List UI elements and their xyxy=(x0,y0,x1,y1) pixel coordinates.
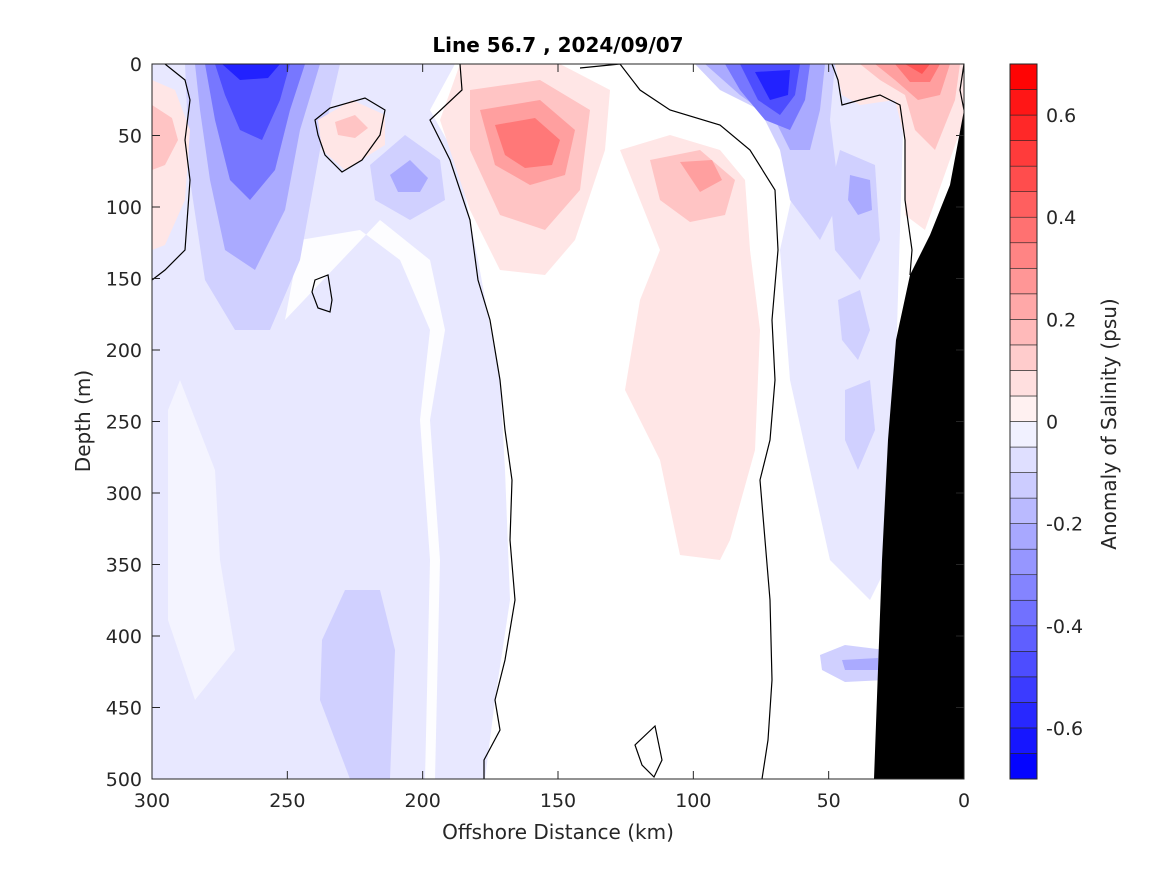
colorbar-tick-label: -0.4 xyxy=(1046,616,1083,638)
x-tick-label: 100 xyxy=(675,790,711,812)
neg-core-72-l5 xyxy=(755,70,790,100)
colorbar-segment xyxy=(1009,63,1038,90)
x-tick-label: 200 xyxy=(405,790,441,812)
zero-contour-loop-226km xyxy=(314,97,386,173)
x-axis: 300 250 200 150 100 50 0 xyxy=(134,64,970,812)
pos-near-15-l4 xyxy=(895,64,940,82)
y-tick-label: 0 xyxy=(130,54,142,76)
zero-contour-loop-240km xyxy=(311,274,333,313)
colorbar-segment xyxy=(1009,446,1038,473)
y-axis: 0 50 100 150 200 250 300 350 400 450 500 xyxy=(106,54,964,791)
colorbar-segment xyxy=(1009,242,1038,269)
x-tick-label: 0 xyxy=(958,790,970,812)
neg-core-262-l5 xyxy=(222,64,280,80)
zero-contours xyxy=(152,64,964,779)
zero-region-deep-left xyxy=(168,380,235,700)
colorbar-segment xyxy=(1009,753,1038,780)
colorbar-segment xyxy=(1009,574,1038,601)
x-tick-label: 300 xyxy=(134,790,170,812)
colorbar-tick-label: -0.2 xyxy=(1046,514,1083,536)
y-tick-label: 500 xyxy=(106,769,142,791)
colorbar-tick-label: 0 xyxy=(1046,412,1058,434)
chart-title: Line 56.7 , 2024/09/07 xyxy=(432,33,683,57)
neg-core-262-l4 xyxy=(215,64,290,140)
colorbar-segment xyxy=(1009,523,1038,550)
colorbar-segment xyxy=(1009,548,1038,576)
colorbar-segment xyxy=(1009,651,1038,678)
y-tick-label: 450 xyxy=(106,698,142,720)
neg-patch-40km-mid xyxy=(838,290,870,360)
zero-contour-loop-115km xyxy=(634,724,663,779)
colorbar-tick-label: -0.6 xyxy=(1046,718,1083,740)
y-axis-title: Depth (m) xyxy=(71,370,95,472)
colorbar-segment xyxy=(1009,216,1038,244)
neg-patch-210km-core xyxy=(390,160,428,192)
neg-patch-deep-38km-core xyxy=(842,658,878,670)
y-tick-label: 200 xyxy=(106,340,142,362)
colorbar-tick-label: 0.4 xyxy=(1046,207,1076,229)
colorbar-segment xyxy=(1009,267,1038,295)
y-tick-label: 100 xyxy=(106,197,142,219)
y-tick-label: 400 xyxy=(106,626,142,648)
colorbar-segment xyxy=(1009,599,1038,627)
colorbar-tick-label: 0.2 xyxy=(1046,309,1076,331)
neg-patch-40km-core xyxy=(848,175,872,215)
colorbar-title: Anomaly of Salinity (psu) xyxy=(1097,298,1121,549)
zero-contour-nearshore xyxy=(831,64,913,276)
neg-patch-deep-232km xyxy=(320,590,395,779)
pos-edge-296km-core xyxy=(152,105,178,170)
colorbar-segment xyxy=(1009,165,1038,192)
zero-contour-west xyxy=(152,64,191,281)
colorbar-segment xyxy=(1009,140,1038,167)
colorbar-segment xyxy=(1009,370,1038,397)
plot-area xyxy=(152,64,964,779)
y-tick-label: 250 xyxy=(106,412,142,434)
colorbar-segment xyxy=(1009,472,1038,499)
pos-core-163-l4 xyxy=(495,118,560,168)
colorbar-segment xyxy=(1009,702,1038,729)
colorbar-segment xyxy=(1009,497,1038,524)
colorbar-segment xyxy=(1009,421,1038,448)
colorbar-segment xyxy=(1009,344,1038,371)
neg-patch-40km-lower xyxy=(845,380,875,470)
zero-region-mid xyxy=(285,220,445,779)
zero-contour-east xyxy=(579,64,779,779)
colorbar-tick-label: 0.6 xyxy=(1046,105,1076,127)
colorbar-ticks: 0.6 0.4 0.2 0 -0.2 -0.4 -0.6 xyxy=(1046,105,1083,740)
y-tick-label: 50 xyxy=(118,126,142,148)
colorbar-segment xyxy=(1009,727,1038,754)
colorbar-segment xyxy=(1009,319,1038,346)
colorbar-frame xyxy=(1009,63,1038,780)
x-tick-label: 150 xyxy=(540,790,576,812)
y-tick-label: 350 xyxy=(106,555,142,577)
pos-band-95-l1 xyxy=(620,135,760,560)
pos-band-95-l3 xyxy=(680,160,722,192)
x-axis-title: Offshore Distance (km) xyxy=(442,820,674,844)
colorbar xyxy=(1009,63,1038,780)
pos-patch-226km-core xyxy=(335,115,368,138)
pos-near-15-l5 xyxy=(905,64,930,74)
zero-contour-mid xyxy=(429,64,516,779)
colorbar-segment xyxy=(1009,625,1038,652)
seafloor-bathymetry xyxy=(874,110,964,779)
y-tick-label: 150 xyxy=(106,269,142,291)
colorbar-segment xyxy=(1009,293,1038,320)
colorbar-segment xyxy=(1009,395,1038,422)
y-tick-label: 300 xyxy=(106,483,142,505)
zero-contour-far-east xyxy=(959,64,964,111)
colorbar-segment xyxy=(1009,114,1038,141)
colorbar-segment xyxy=(1009,89,1038,116)
x-tick-label: 250 xyxy=(269,790,305,812)
x-tick-label: 50 xyxy=(817,790,841,812)
colorbar-segment xyxy=(1009,191,1038,218)
colorbar-segment xyxy=(1009,676,1038,703)
